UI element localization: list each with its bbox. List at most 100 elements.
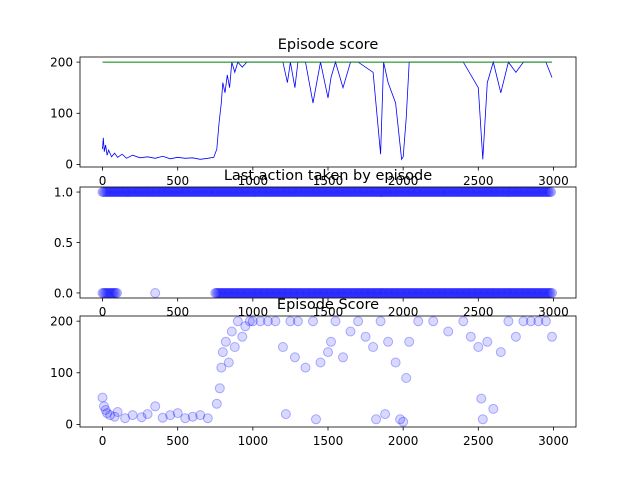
scatter-point	[370, 288, 381, 298]
y-tick-label: 100	[50, 366, 73, 380]
scatter-point	[453, 187, 464, 197]
scatter-point	[496, 288, 507, 298]
scatter-point	[363, 187, 374, 197]
scatter-point	[113, 187, 124, 197]
scatter-point	[203, 187, 214, 197]
scatter-point	[319, 288, 330, 298]
scatter-point	[150, 288, 161, 298]
x-tick-label: 0	[99, 305, 107, 319]
scatter-point	[450, 288, 461, 298]
scatter-point	[255, 316, 266, 327]
scatter-point	[522, 187, 532, 197]
scatter-point	[468, 288, 479, 298]
scatter-point	[436, 187, 447, 197]
scatter-point	[519, 187, 530, 197]
scatter-point	[173, 187, 184, 197]
x-tick-label: 3000	[538, 305, 569, 319]
scatter-point	[487, 187, 498, 197]
chart-panel-3: 0 500 1000 1500 2000 2500 3000 0 100 200 Episode S…	[50, 297, 577, 448]
scatter-point	[333, 187, 344, 197]
scatter-point	[365, 288, 376, 298]
scatter-point	[197, 187, 208, 197]
scatter-point	[404, 187, 415, 197]
scatter-point	[540, 288, 551, 298]
scatter-point	[253, 288, 264, 298]
scatter-point	[302, 288, 313, 298]
x-tick-label: 1000	[238, 305, 269, 319]
scatter-point	[436, 288, 447, 298]
scatter-point	[459, 187, 470, 197]
scatter-point	[421, 187, 431, 197]
scatter-point	[453, 288, 464, 298]
scatter-point	[390, 357, 401, 368]
scatter-point	[187, 187, 198, 197]
scatter-point	[498, 288, 509, 298]
scatter-point	[417, 187, 428, 197]
scatter-point	[510, 331, 521, 342]
scatter-point	[136, 187, 146, 197]
scatter-point	[451, 187, 462, 197]
scatter-point	[253, 187, 264, 197]
scatter-point	[284, 288, 295, 298]
scatter-point	[281, 288, 292, 298]
scatter-point	[371, 187, 382, 197]
scatter-point	[345, 187, 356, 197]
scatter-point	[236, 288, 247, 298]
scatter-point	[457, 187, 468, 197]
scatter-point	[334, 187, 345, 197]
scatter-point	[360, 331, 371, 342]
scatter-point	[477, 288, 488, 298]
scatter-point	[218, 288, 229, 298]
scatter-point	[258, 288, 269, 298]
scatter-point	[298, 288, 308, 298]
scatter-point	[305, 288, 316, 298]
scatter-point	[202, 187, 213, 197]
scatter-point	[371, 288, 382, 298]
scatter-point	[97, 187, 108, 197]
scatter-point	[526, 288, 537, 298]
scatter-point	[500, 187, 511, 197]
scatter-point	[390, 187, 401, 197]
scatter-point	[524, 288, 535, 298]
scatter-point	[439, 187, 449, 197]
scatter-point	[536, 288, 547, 298]
scatter-point	[364, 288, 375, 298]
scatter-point	[346, 288, 357, 298]
scatter-point	[332, 187, 342, 197]
scatter-point	[419, 187, 430, 197]
scatter-point	[398, 416, 409, 427]
scatter-point	[255, 187, 266, 197]
chart-title: Episode score	[278, 37, 379, 53]
y-tick-label: 0.5	[54, 236, 73, 250]
scatter-point	[413, 288, 424, 298]
scatter-point	[100, 405, 111, 415]
x-tick-label: 2000	[388, 305, 419, 319]
scatter-point	[276, 288, 287, 298]
chart-title: Episode Score	[277, 297, 379, 313]
scatter-point	[223, 357, 234, 368]
y-tick-label: 0	[65, 418, 73, 432]
scatter-point	[287, 288, 298, 298]
scatter-point	[443, 288, 454, 298]
scatter-point	[540, 187, 550, 197]
scatter-point	[280, 409, 291, 420]
scatter-point	[271, 288, 282, 298]
scatter-point	[401, 288, 412, 298]
scatter-point	[162, 187, 173, 197]
scatter-point	[300, 362, 311, 373]
scatter-point	[194, 187, 205, 197]
scatter-point	[287, 187, 298, 197]
scatter-point	[265, 187, 276, 197]
scatter-point	[486, 288, 497, 298]
scatter-point	[502, 288, 513, 298]
scatter-point	[344, 288, 355, 298]
scatter-point	[522, 288, 533, 298]
scatter-point	[470, 187, 481, 197]
scatter-point	[149, 187, 160, 197]
scatter-point	[447, 288, 458, 298]
scatter-point	[101, 187, 112, 197]
scatter-point	[106, 187, 116, 197]
scatter-point	[535, 187, 546, 197]
scatter-point	[294, 187, 305, 197]
scatter-point	[384, 288, 395, 298]
